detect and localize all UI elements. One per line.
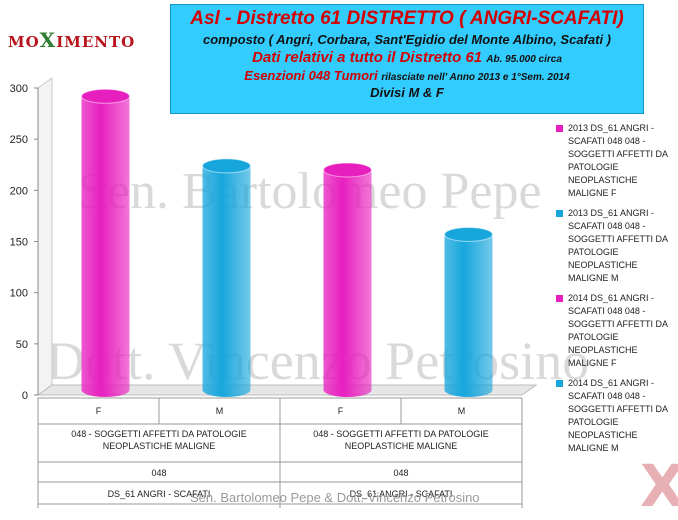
bar-cylinder-top [81,88,130,104]
watermark-2: Dott. Vincenzo Petrosino [46,331,590,391]
legend-label: 2013 DS_61 ANGRI - SCAFATI 048 048 - SOG… [568,208,668,283]
logo-suffix: IMENTO [56,33,136,51]
chart-title-box: Asl - Distretto 61 DISTRETTO ( ANGRI-SCA… [170,4,644,114]
logo-prefix: MO [8,33,40,51]
bar-chart: 0 50 100 150 200 250 300 F M F M 048 - SOGGETTI AFF… [10,77,538,508]
legend-swatch [556,295,563,302]
y-tick-label: 300 [10,83,28,95]
legend-item: 2014 DS_61 ANGRI - SCAFATI 048 048 - SOG… [556,292,674,370]
logo-x: X [39,28,57,52]
y-tick-label: 250 [10,134,28,146]
legend-label: 2013 DS_61 ANGRI - SCAFATI 048 048 - SOG… [568,123,668,198]
x-group-label: 048 - SOGGETTI AFFETTI DA PATOLOGIE [71,429,247,439]
y-tick-label: 100 [10,288,28,300]
legend: 2013 DS_61 ANGRI - SCAFATI 048 048 - SOG… [556,122,674,462]
bar-cylinder-top [444,226,493,242]
x-category-label: F [338,406,344,416]
legend-swatch [556,125,563,132]
bar-cylinder-body [444,234,493,397]
x-group-label: DS_61 ANGRI - SCAFATI [350,489,453,499]
y-tick-label: 200 [10,185,28,197]
title-line-2: composto ( Angri, Corbara, Sant'Egidio d… [202,32,612,47]
x-group-label: DS_61 ANGRI - SCAFATI [108,489,211,499]
bar-cylinder-body [81,96,130,397]
side-wall [37,77,53,396]
legend-label: 2014 DS_61 ANGRI - SCAFATI 048 048 - SOG… [568,293,668,368]
x-group-label: 048 - SOGGETTI AFFETTI DA PATOLOGIE [313,429,489,439]
footer-credits: Sen. Bartolomeo Pepe & Dott. Vincenzo Pe… [190,490,480,505]
x-group-label: NEOPLASTICHE MALIGNE [103,441,216,451]
y-tick-label: 50 [16,339,28,351]
legend-swatch [556,210,563,217]
title-line-4-small: rilasciate nell' Anno 2013 e 1°Sem. 2014 [381,72,570,83]
legend-item: 2013 DS_61 ANGRI - SCAFATI 048 048 - SOG… [556,122,674,200]
x-category-label: M [216,406,224,416]
bar-cylinder-top [323,162,372,178]
title-line-3: Dati relativi a tutto il Distretto 61 Ab… [171,49,643,66]
legend-label: 2014 DS_61 ANGRI - SCAFATI 048 048 - SOG… [568,378,668,453]
legend-swatch [556,380,563,387]
corner-x-mark: X [640,452,678,520]
y-tick-label: 150 [10,237,28,249]
title-line-4-main: Esenzioni 048 Tumori [244,68,378,83]
title-line-3-main: Dati relativi a tutto il Distretto 61 [252,49,483,66]
bar-cylinder-body [323,169,372,397]
y-tick-label: 0 [22,390,28,402]
title-line-4: Esenzioni 048 Tumori rilasciate nell' An… [171,68,643,83]
x-group-label: 048 [151,468,166,478]
x-group-label: 048 [393,468,408,478]
x-group-label: NEOPLASTICHE MALIGNE [345,441,458,451]
bar-cylinder-top [202,158,251,174]
legend-item: 2014 DS_61 ANGRI - SCAFATI 048 048 - SOG… [556,377,674,455]
title-line-3-small: Ab. 95.000 circa [486,54,562,65]
x-category-label: F [96,406,102,416]
title-line-5: Divisi M & F [370,85,444,100]
watermark-1: Sen. Bartolomeo Pepe [78,163,542,220]
x-category-label: M [458,406,466,416]
legend-item: 2013 DS_61 ANGRI - SCAFATI 048 048 - SOG… [556,207,674,285]
title-line-1: Asl - Distretto 61 DISTRETTO ( ANGRI-SCA… [190,8,624,29]
logo: MOXIMENTO [8,28,135,52]
bar-cylinder-body [202,165,251,397]
